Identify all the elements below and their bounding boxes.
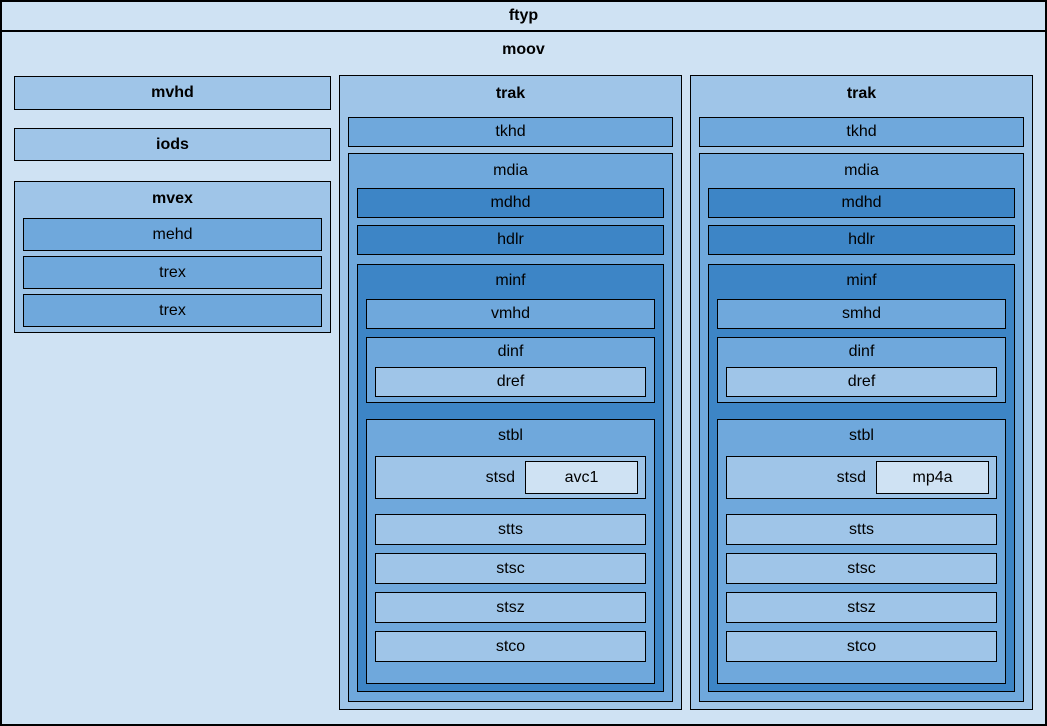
stsz-box: stsz (726, 592, 997, 623)
dinf-label: dinf (848, 343, 875, 360)
stco-box: stco (375, 631, 646, 662)
moov-label: moov (502, 41, 545, 58)
stsd-box: stsd avc1 (375, 456, 646, 499)
hdlr-box: hdlr (708, 225, 1015, 255)
stsd-box: stsd mp4a (726, 456, 997, 499)
trak-label: trak (846, 85, 877, 102)
ftyp-box: ftyp (2, 2, 1045, 32)
moov-content: mvhd iods mvex mehd trex trex trak tkhd … (2, 68, 1045, 724)
stbl-label: stbl (498, 427, 523, 444)
mp4a-box: mp4a (876, 461, 989, 494)
minf-box: minf smhd dinf dref stbl stsd mp4a (708, 264, 1015, 692)
mdia-box: mdia mdhd hdlr minf smhd dinf dref stbl (699, 153, 1024, 702)
dref-box: dref (375, 367, 646, 397)
mdia-label: mdia (844, 162, 879, 179)
trak-audio-box: trak tkhd mdia mdhd hdlr minf smhd dinf … (690, 75, 1033, 710)
hdlr-box: hdlr (357, 225, 664, 255)
stsc-box: stsc (726, 553, 997, 584)
stsz-box: stsz (375, 592, 646, 623)
stbl-box: stbl stsd avc1 stts stsc stsz stco (366, 419, 655, 684)
dinf-box: dinf dref (717, 337, 1006, 403)
stsd-label: stsd (836, 468, 866, 486)
stts-box: stts (726, 514, 997, 545)
moov-left-column: mvhd iods mvex mehd trex trex (14, 75, 331, 710)
mvex-label: mvex (152, 190, 193, 207)
tkhd-box: tkhd (699, 117, 1024, 147)
moov-box: moov mvhd iods mvex mehd trex trex trak … (2, 32, 1045, 724)
minf-label: minf (846, 272, 877, 289)
stbl-label: stbl (849, 427, 874, 444)
dref-box: dref (726, 367, 997, 397)
minf-box: minf vmhd dinf dref stbl stsd avc1 (357, 264, 664, 692)
trex-box: trex (23, 294, 322, 327)
mvhd-box: mvhd (14, 76, 331, 110)
mdia-label: mdia (493, 162, 528, 179)
iods-box: iods (14, 128, 331, 161)
tkhd-box: tkhd (348, 117, 673, 147)
stsd-label: stsd (485, 468, 515, 486)
trak-video-box: trak tkhd mdia mdhd hdlr minf vmhd dinf … (339, 75, 682, 710)
mdhd-box: mdhd (708, 188, 1015, 218)
mvex-box: mvex mehd trex trex (14, 181, 331, 333)
trex-box: trex (23, 256, 322, 289)
dinf-box: dinf dref (366, 337, 655, 403)
stts-box: stts (375, 514, 646, 545)
stco-box: stco (726, 631, 997, 662)
trak-label: trak (495, 85, 526, 102)
stbl-box: stbl stsd mp4a stts stsc stsz stco (717, 419, 1006, 684)
mdhd-box: mdhd (357, 188, 664, 218)
avc1-box: avc1 (525, 461, 638, 494)
dinf-label: dinf (497, 343, 524, 360)
mehd-box: mehd (23, 218, 322, 251)
smhd-box: smhd (717, 299, 1006, 329)
ftyp-label: ftyp (508, 7, 539, 24)
stsc-box: stsc (375, 553, 646, 584)
minf-label: minf (495, 272, 526, 289)
mdia-box: mdia mdhd hdlr minf vmhd dinf dref stbl (348, 153, 673, 702)
vmhd-box: vmhd (366, 299, 655, 329)
